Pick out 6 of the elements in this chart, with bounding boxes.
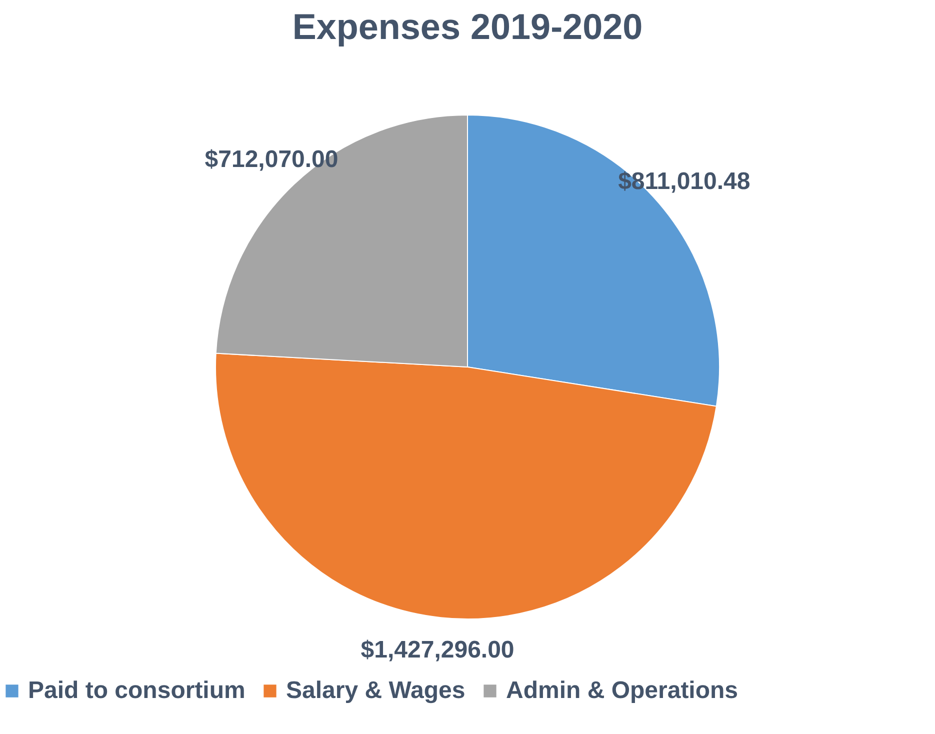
- legend-label: Admin & Operations: [506, 677, 738, 704]
- data-label: $712,070.00: [204, 146, 338, 174]
- legend-label: Salary & Wages: [286, 677, 466, 704]
- chart-title: Expenses 2019-2020: [292, 6, 643, 47]
- data-label: $1,427,296.00: [360, 636, 514, 664]
- legend-label: Paid to consortium: [28, 677, 246, 704]
